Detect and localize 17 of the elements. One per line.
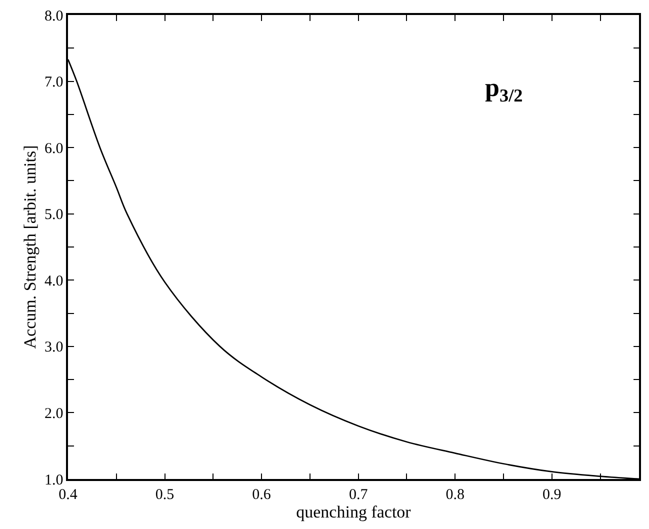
x-tick-label: 0.7: [348, 486, 368, 503]
y-tick-label: 6.0: [44, 140, 64, 157]
x-tick-label: 0.5: [155, 486, 174, 503]
y-tick-label: 7.0: [44, 74, 64, 91]
y-tick-label: 1.0: [44, 472, 64, 488]
y-tick-label: 4.0: [44, 273, 64, 290]
y-tick-label: 5.0: [44, 207, 64, 224]
x-tick-label: 0.4: [58, 486, 78, 503]
y-tick-label: 8.0: [44, 8, 64, 24]
x-tick-label: 0.9: [542, 486, 562, 503]
x-tick-label: 0.6: [252, 486, 272, 503]
y-axis-title: Accum. Strength [arbit. units]: [20, 145, 40, 349]
x-axis-title: quenching factor: [296, 502, 412, 522]
y-tick-label: 2.0: [44, 406, 64, 422]
x-tick-label: 0.8: [446, 486, 464, 503]
annotation: p$_{3/2}$: [485, 73, 523, 106]
y-tick-label: 3.0: [44, 340, 64, 356]
